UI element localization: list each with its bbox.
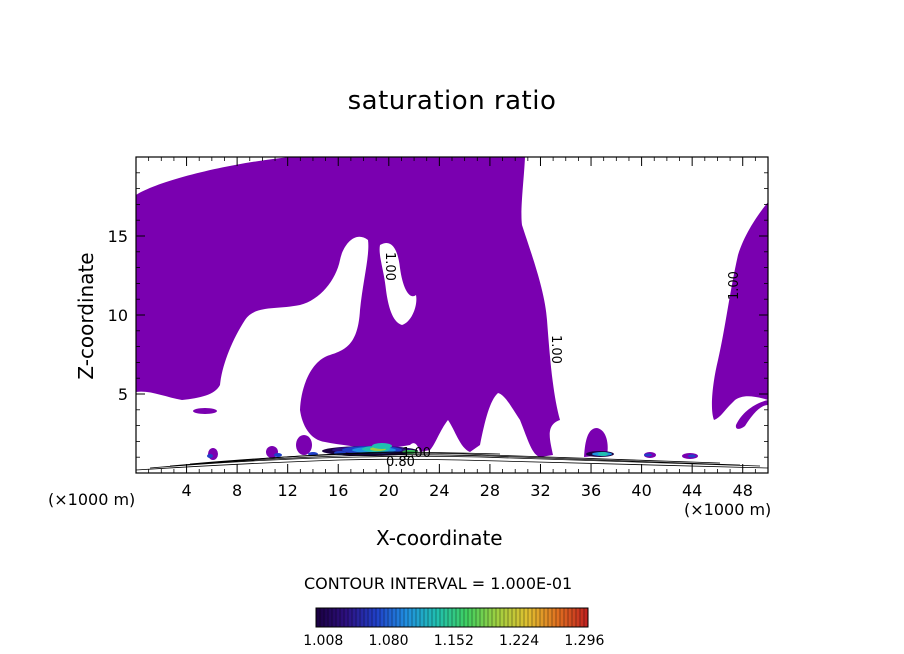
x-tick-label: 20 <box>379 481 399 500</box>
cloud-blob <box>584 428 608 457</box>
x-axis: 4 8 12 16 20 24 28 32 36 40 44 48 <box>148 157 756 500</box>
cloud-blob <box>342 428 350 436</box>
x-tick-label: 24 <box>429 481 449 500</box>
contour-label: 1.00 <box>402 446 431 461</box>
x-tick-label: 36 <box>581 481 601 500</box>
supersaturated-region-west <box>136 157 560 457</box>
y-tick-label: 15 <box>108 227 128 246</box>
subsaturated-notch <box>379 242 417 325</box>
x-tick-label: 48 <box>733 481 753 500</box>
contour-label: 1.00 <box>727 271 742 300</box>
x-tick-label: 28 <box>480 481 500 500</box>
colorbar-tick-label: 1.224 <box>499 633 539 649</box>
cloud-blob <box>421 298 427 302</box>
supersaturated-region-east-lower <box>735 400 768 429</box>
x-tick-label: 4 <box>181 481 191 500</box>
colorbar-tick-label: 1.008 <box>303 633 343 649</box>
y-tick-label: 10 <box>108 306 128 325</box>
cloud-blob <box>193 408 217 414</box>
colorbar <box>315 607 589 628</box>
colorbar-tick-label: 1.152 <box>434 633 474 649</box>
y-axis: 5 10 15 <box>108 172 768 458</box>
y-tick-label: 5 <box>118 385 128 404</box>
colorbar-tick-label: 1.296 <box>564 633 604 649</box>
contour-label: 1.00 <box>548 335 563 364</box>
contour-label: 0.80 <box>386 455 415 470</box>
contour-interval-label: CONTOUR INTERVAL = 1.000E-01 <box>304 574 573 593</box>
contour-label: 1.00 <box>382 252 397 281</box>
contour-labels: 1.00 1.00 1.00 0.80 1.00 <box>382 252 742 470</box>
x-tick-label: 44 <box>682 481 702 500</box>
x-tick-label: 32 <box>530 481 550 500</box>
high-value-cores <box>207 443 696 458</box>
y-axis-label: Z-coordinate <box>74 252 98 380</box>
cloud-blob <box>296 435 312 455</box>
x-unit-label-right: (×1000 m) <box>684 500 772 519</box>
x-tick-label: 12 <box>278 481 298 500</box>
chart-title: saturation ratio <box>347 86 557 116</box>
cloud-blob <box>208 448 218 460</box>
contour-fill-group <box>136 157 768 471</box>
colorbar-tick-label: 1.080 <box>368 633 408 649</box>
x-tick-label: 8 <box>232 481 242 500</box>
x-unit-label-left: (×1000 m) <box>48 490 136 509</box>
x-tick-label: 40 <box>631 481 651 500</box>
supersaturated-region-east <box>711 202 768 420</box>
x-tick-label: 16 <box>328 481 348 500</box>
colorbar-ticks: 1.008 1.080 1.152 1.224 1.296 <box>303 633 604 649</box>
x-axis-label: X-coordinate <box>376 526 503 550</box>
